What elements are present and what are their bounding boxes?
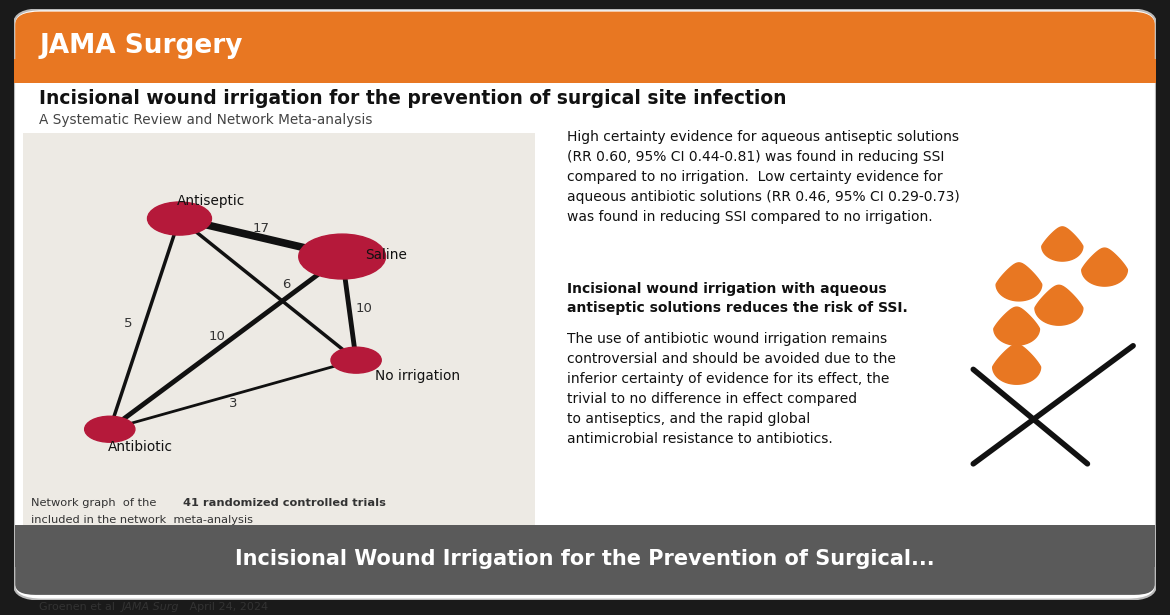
FancyBboxPatch shape	[14, 9, 1156, 600]
Text: 3: 3	[228, 397, 238, 410]
Text: Saline: Saline	[365, 248, 407, 262]
Text: 10: 10	[356, 302, 372, 315]
Text: 17: 17	[253, 223, 269, 236]
Circle shape	[331, 347, 381, 373]
Text: Incisional wound irrigation with aqueous
antiseptic solutions reduces the risk o: Incisional wound irrigation with aqueous…	[566, 282, 908, 315]
Text: JAMA Surgery: JAMA Surgery	[39, 33, 242, 60]
Text: 5: 5	[124, 317, 132, 330]
Circle shape	[84, 416, 135, 442]
FancyBboxPatch shape	[15, 525, 1155, 595]
Text: The use of antibiotic wound irrigation remains
controversial and should be avoid: The use of antibiotic wound irrigation r…	[566, 332, 895, 446]
Polygon shape	[996, 263, 1041, 301]
FancyBboxPatch shape	[14, 60, 1156, 83]
Text: High certainty evidence for aqueous antiseptic solutions
(RR 0.60, 95% CI 0.44-0: High certainty evidence for aqueous anti…	[566, 130, 959, 224]
Polygon shape	[1082, 248, 1128, 286]
Text: 6: 6	[282, 278, 290, 291]
Text: Incisional wound irrigation for the prevention of surgical site infection: Incisional wound irrigation for the prev…	[39, 89, 786, 108]
Text: A Systematic Review and Network Meta-analysis: A Systematic Review and Network Meta-ana…	[39, 113, 373, 127]
Text: Incisional Wound Irrigation for the Prevention of Surgical...: Incisional Wound Irrigation for the Prev…	[235, 549, 935, 569]
Polygon shape	[993, 307, 1039, 345]
Text: Network graph  of the: Network graph of the	[32, 498, 160, 508]
Polygon shape	[1035, 285, 1083, 325]
FancyBboxPatch shape	[15, 12, 1155, 81]
Circle shape	[298, 234, 386, 279]
Text: Groenen et al: Groenen et al	[39, 602, 118, 612]
FancyBboxPatch shape	[15, 525, 1155, 567]
Polygon shape	[992, 344, 1040, 384]
Text: 10: 10	[208, 330, 225, 343]
Text: No irrigation: No irrigation	[374, 369, 460, 383]
Text: included in the network  meta-analysis: included in the network meta-analysis	[32, 515, 253, 525]
Circle shape	[147, 202, 212, 235]
FancyBboxPatch shape	[23, 133, 535, 530]
Text: April 24, 2024: April 24, 2024	[186, 602, 269, 612]
Text: Antiseptic: Antiseptic	[177, 194, 246, 208]
Text: JAMA Surg: JAMA Surg	[122, 602, 179, 612]
Text: 41 randomized controlled trials: 41 randomized controlled trials	[183, 498, 386, 508]
Text: Antibiotic: Antibiotic	[108, 440, 172, 453]
Polygon shape	[1041, 227, 1083, 261]
